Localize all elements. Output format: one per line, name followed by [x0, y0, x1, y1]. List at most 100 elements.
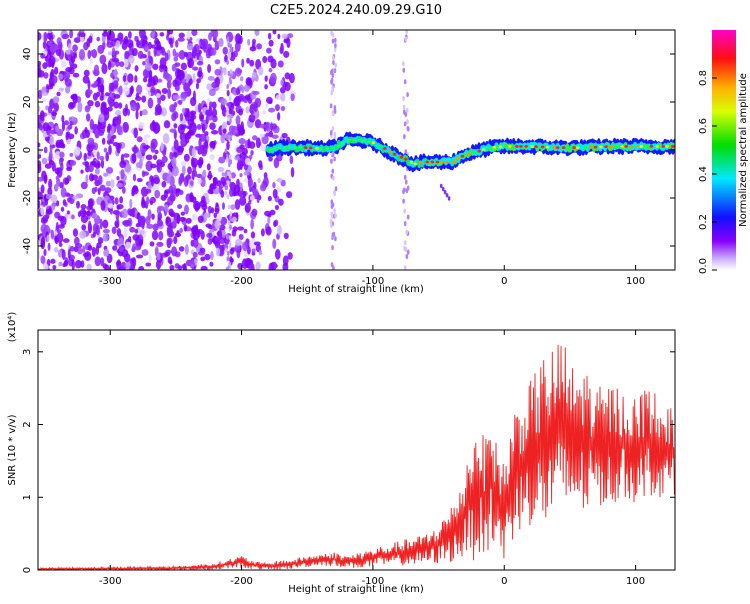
heatmap-noise-cell [80, 169, 84, 174]
y-tick-label: 0 [22, 147, 33, 153]
heatmap-ridge-peak [649, 145, 654, 148]
heatmap-noise-cell [58, 73, 64, 80]
heatmap-noise-cell [247, 138, 251, 149]
heatmap-noise-cell [403, 79, 407, 85]
heatmap-noise-cell [238, 233, 244, 241]
heatmap-noise-cell [145, 154, 153, 161]
heatmap-noise-cell [269, 72, 277, 84]
heatmap-noise-cell [255, 261, 261, 270]
heatmap-noise-cell [225, 184, 229, 190]
heatmap-noise-cell [181, 165, 186, 176]
heatmap-noise-cell [192, 237, 199, 248]
heatmap-noise-cell [129, 198, 133, 209]
heatmap-noise-cell [178, 50, 186, 60]
heatmap-noise-cell [163, 190, 169, 199]
heatmap-noise-cell [97, 121, 101, 131]
heatmap-noise-cell [147, 91, 152, 97]
heatmap-noise-cell [89, 144, 96, 149]
heatmap-noise-cell [235, 238, 242, 247]
heatmap-noise-cell [38, 142, 41, 148]
heatmap-noise-cell [242, 191, 247, 199]
heatmap-noise-cell [290, 93, 295, 102]
heatmap-noise-cell [210, 251, 214, 260]
heatmap-noise-cell [243, 178, 249, 183]
heatmap-noise-cell [271, 123, 277, 130]
heatmap-noise-cell [178, 176, 183, 185]
heatmap-noise-cell [70, 160, 77, 166]
heatmap-noise-cell [218, 156, 226, 164]
heatmap-noise-cell [84, 161, 90, 168]
heatmap-noise-cell [171, 246, 178, 257]
heatmap-noise-cell [107, 199, 113, 204]
heatmap-noise-cell [136, 136, 143, 143]
heatmap-noise-cell [71, 214, 75, 220]
heatmap-noise-cell [121, 208, 128, 219]
heatmap-noise-cell [62, 238, 70, 243]
heatmap-noise-cell [87, 137, 94, 145]
heatmap-noise-cell [136, 178, 143, 183]
heatmap-noise-cell [48, 178, 53, 190]
heatmap-noise-cell [91, 212, 98, 219]
heatmap-noise-cell [40, 236, 46, 246]
heatmap-noise-cell [202, 41, 207, 53]
heatmap-noise-cell [138, 265, 145, 270]
heatmap-ridge-peak [576, 146, 580, 150]
heatmap-noise-cell [73, 246, 79, 253]
heatmap-noise-cell [180, 211, 186, 216]
heatmap-noise-cell [268, 262, 274, 270]
heatmap-noise-cell [234, 199, 241, 210]
heatmap-noise-cell [175, 188, 181, 193]
heatmap-noise-cell [93, 80, 99, 85]
heatmap-noise-cell [116, 205, 120, 211]
heatmap-noise-cell [208, 90, 216, 97]
heatmap-noise-cell [249, 104, 256, 110]
heatmap-noise-cell [80, 214, 89, 224]
heatmap-noise-cell [50, 229, 55, 240]
heatmap-ridge-peak [620, 145, 624, 148]
heatmap-ridge-peak [545, 145, 550, 149]
heatmap-noise-cell [241, 147, 248, 156]
heatmap-noise-cell [111, 57, 120, 63]
heatmap-noise-cell [97, 175, 103, 186]
heatmap-noise-cell [167, 195, 174, 206]
heatmap-noise-cell [254, 30, 260, 37]
heatmap-noise-cell [40, 205, 44, 216]
heatmap-noise-cell [225, 111, 229, 117]
heatmap-ridge-peak [308, 146, 313, 150]
heatmap-noise-cell [250, 149, 254, 156]
heatmap-noise-cell [166, 33, 170, 41]
heatmap-noise-cell [268, 107, 276, 113]
heatmap-ridge-peak [540, 145, 545, 149]
heatmap-noise-cell [182, 263, 187, 270]
heatmap-noise-cell [402, 67, 406, 73]
heatmap-noise-cell [262, 55, 268, 64]
heatmap-ridge-peak [383, 147, 387, 150]
heatmap-noise-cell [229, 134, 232, 140]
heatmap-noise-cell [405, 107, 409, 113]
heatmap-noise-cell [62, 199, 67, 206]
heatmap-noise-cell [264, 210, 272, 217]
heatmap-noise-cell [109, 72, 114, 79]
heatmap-ridge-peak [283, 146, 288, 150]
heatmap-noise-cell [61, 249, 66, 261]
heatmap-ridge-peak [534, 145, 538, 149]
heatmap-noise-cell [242, 241, 248, 252]
heatmap-noise-cell [89, 58, 93, 64]
heatmap-noise-cell [207, 237, 213, 245]
heatmap-noise-cell [87, 150, 92, 157]
heatmap-ridge-peak [630, 145, 634, 148]
heatmap-noise-cell [331, 232, 335, 238]
heatmap-noise-cell [178, 32, 185, 38]
heatmap-noise-cell [169, 175, 175, 187]
heatmap-noise-cell [273, 220, 277, 228]
heatmap-noise-cell [239, 144, 245, 150]
heatmap-noise-cell [66, 210, 70, 215]
heatmap-noise-cell [74, 126, 78, 135]
heatmap-noise-cell [83, 152, 87, 162]
heatmap-noise-cell [191, 123, 198, 133]
heatmap-noise-cell [102, 233, 109, 242]
heatmap-noise-cell [232, 226, 238, 232]
heatmap-noise-cell [287, 33, 294, 39]
heatmap-noise-cell [123, 253, 131, 263]
heatmap-noise-cell [193, 146, 201, 151]
